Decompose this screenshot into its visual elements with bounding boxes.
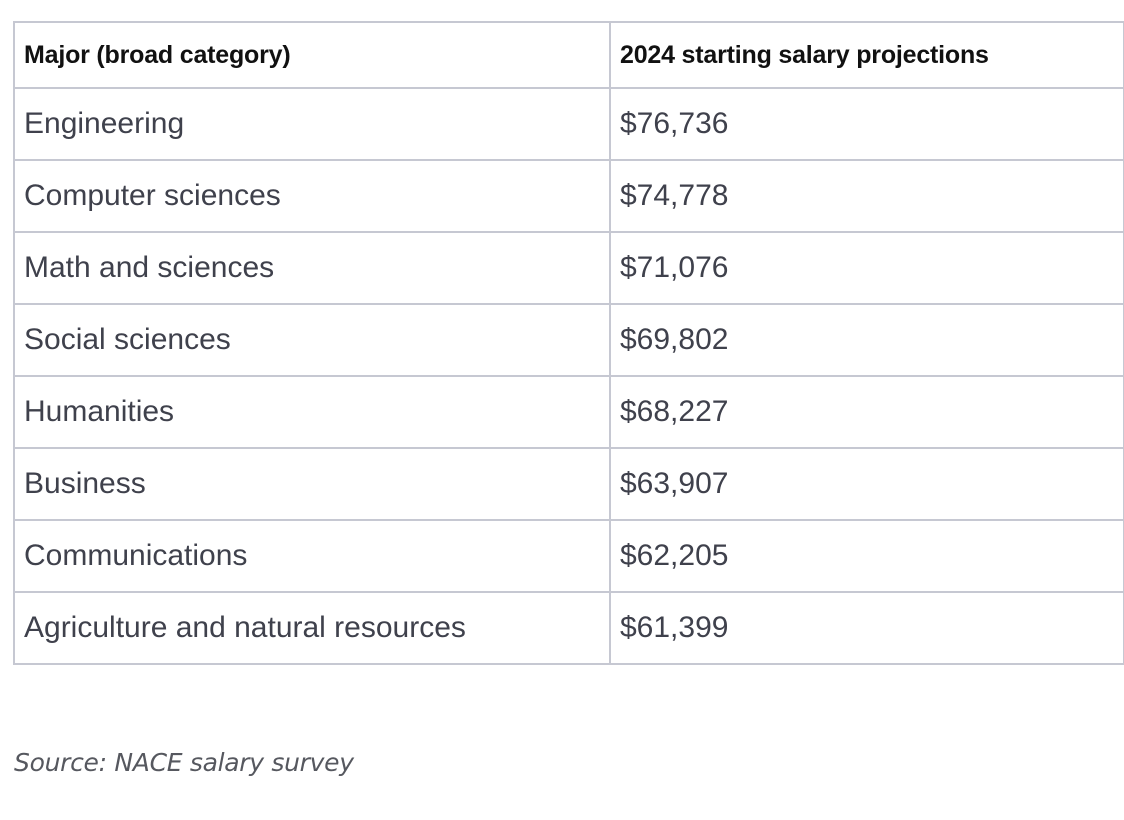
major-cell: Computer sciences <box>13 159 611 233</box>
table-row: Engineering $76,736 <box>13 87 1124 161</box>
major-cell: Business <box>13 447 611 521</box>
table-row: Business $63,907 <box>13 447 1124 521</box>
header-row: Major (broad category) 2024 starting sal… <box>13 21 1124 89</box>
major-cell: Agriculture and natural resources <box>13 591 611 665</box>
major-cell: Humanities <box>13 375 611 449</box>
salary-table: Major (broad category) 2024 starting sal… <box>13 21 1124 665</box>
column-header-salary: 2024 starting salary projections <box>609 21 1124 89</box>
salary-cell: $62,205 <box>609 519 1124 593</box>
salary-cell: $69,802 <box>609 303 1124 377</box>
table-row: Humanities $68,227 <box>13 375 1124 449</box>
column-header-major: Major (broad category) <box>13 21 611 89</box>
table-body: Engineering $76,736 Computer sciences $7… <box>13 87 1124 665</box>
salary-cell: $63,907 <box>609 447 1124 521</box>
source-caption: Source: NACE salary survey <box>14 748 354 777</box>
table-row: Computer sciences $74,778 <box>13 159 1124 233</box>
salary-table-container: Major (broad category) 2024 starting sal… <box>13 21 1124 665</box>
salary-cell: $68,227 <box>609 375 1124 449</box>
table-header: Major (broad category) 2024 starting sal… <box>13 21 1124 89</box>
table-row: Agriculture and natural resources $61,39… <box>13 591 1124 665</box>
table-row: Math and sciences $71,076 <box>13 231 1124 305</box>
salary-cell: $76,736 <box>609 87 1124 161</box>
salary-cell: $61,399 <box>609 591 1124 665</box>
table-row: Communications $62,205 <box>13 519 1124 593</box>
salary-cell: $74,778 <box>609 159 1124 233</box>
major-cell: Social sciences <box>13 303 611 377</box>
table-row: Social sciences $69,802 <box>13 303 1124 377</box>
major-cell: Engineering <box>13 87 611 161</box>
salary-cell: $71,076 <box>609 231 1124 305</box>
major-cell: Communications <box>13 519 611 593</box>
major-cell: Math and sciences <box>13 231 611 305</box>
